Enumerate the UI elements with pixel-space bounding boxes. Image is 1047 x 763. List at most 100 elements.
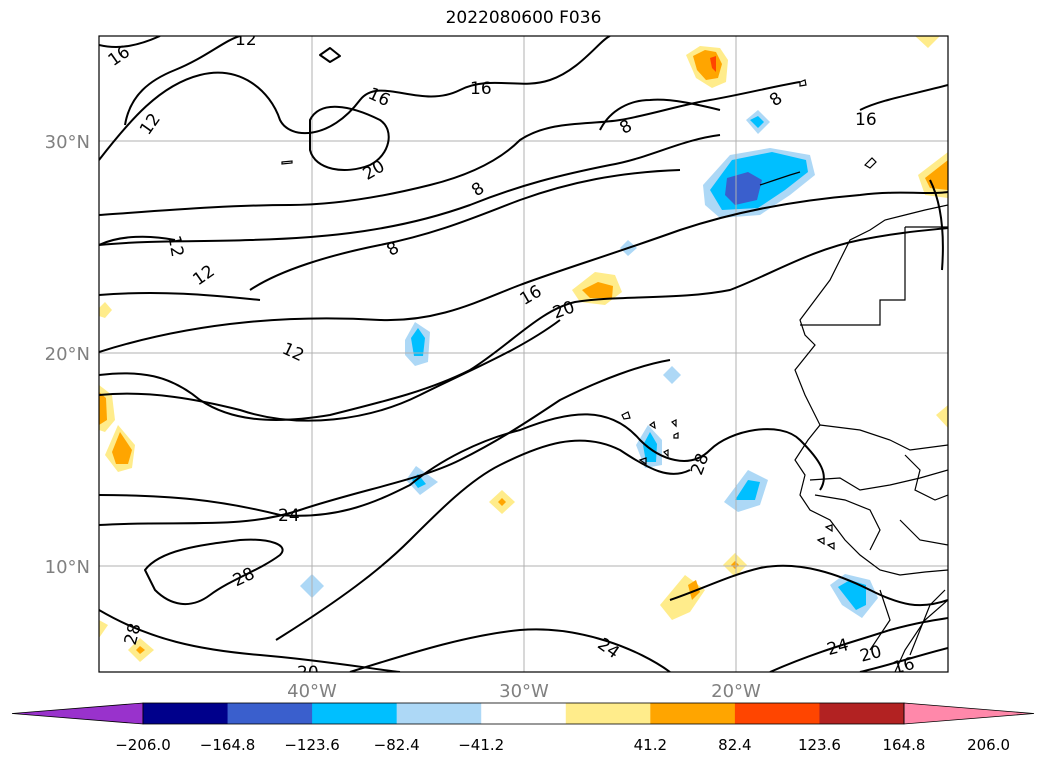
- madeira: [864, 157, 877, 169]
- contour-8-lower: [249, 169, 681, 291]
- border-4: [809, 469, 948, 491]
- contour-lines: [99, 36, 948, 672]
- contour-small-ring: [319, 47, 341, 63]
- colorbar-tick-label: −206.0: [115, 736, 171, 754]
- shade-positive-16: [936, 405, 948, 428]
- border-8: [869, 589, 891, 651]
- contour-12-west: [99, 235, 176, 246]
- africa-coastline: [794, 204, 948, 576]
- coastlines: [281, 79, 948, 672]
- contour-label: 24: [278, 506, 300, 526]
- shade-positive-21: [99, 620, 108, 638]
- contour-24-south: [349, 628, 671, 672]
- cape-verde-islands: [621, 411, 679, 466]
- colorbar-segment: [650, 703, 736, 724]
- map-area: 16 12 12 16 16 20 8 8 8 12 12 8 16 16 20…: [99, 30, 948, 683]
- shade-positive-11: [99, 392, 107, 425]
- shade-positive-15: [498, 498, 506, 506]
- colorbar-tick-label: 206.0: [967, 736, 1010, 754]
- contour-label: 12: [235, 30, 257, 50]
- map-frame: [98, 35, 949, 673]
- colorbar-segments: [11, 702, 1035, 725]
- contour-20-lower: [99, 359, 671, 526]
- colorbar-tick-label: 164.8: [883, 736, 926, 754]
- shade-positive-8: [582, 282, 613, 298]
- contour-24-right: [669, 564, 948, 607]
- contour-label: 16: [891, 654, 917, 679]
- canary-islands: [759, 171, 801, 186]
- gridlines: [99, 36, 948, 672]
- shade-positive-3: [710, 56, 716, 72]
- contour-20-ring: [309, 105, 390, 171]
- colorbar-segment: [143, 703, 229, 724]
- lon-label-40w: 40°W: [287, 681, 337, 702]
- shade-positive-23: [136, 646, 145, 654]
- border-9: [909, 589, 946, 656]
- shade-negative-9: [663, 366, 681, 384]
- colorbar-frame: [142, 702, 905, 725]
- contour-16-right: [859, 647, 948, 672]
- contour-label: 20: [297, 663, 319, 683]
- contour-16-east: [929, 179, 944, 271]
- contour-label: 16: [470, 79, 492, 99]
- shade-positive-9: [99, 302, 112, 318]
- contour-20-middle: [99, 227, 948, 421]
- shade-negative-11: [643, 432, 657, 462]
- colorbar-tick-label: −82.4: [374, 736, 420, 754]
- colorbar-tick-label: 82.4: [718, 736, 751, 754]
- contour-8-upper: [99, 81, 801, 216]
- lat-label-30n: 30°N: [45, 132, 90, 153]
- colorbar: −206.0 −164.8 −123.6 −82.4 −41.2 41.2 82…: [11, 702, 1035, 754]
- colorbar-tick-label: −164.8: [200, 736, 256, 754]
- lat-label-20n: 20°N: [45, 344, 90, 365]
- latitude-labels: 30°N 20°N 10°N: [45, 132, 90, 578]
- shade-negative-8: [411, 328, 425, 356]
- contour-20-right: [769, 617, 948, 672]
- shade-positive-13: [112, 432, 132, 464]
- colorbar-segment: [481, 703, 567, 724]
- contour-16-corner: [99, 36, 161, 48]
- lat-label-10n: 10°N: [45, 557, 90, 578]
- colorbar-segment: [396, 703, 482, 724]
- colorbar-tick-label: −123.6: [284, 736, 340, 754]
- lon-label-20w: 20°W: [711, 681, 761, 702]
- azores-islands: [281, 79, 807, 165]
- border-3: [819, 424, 948, 451]
- contour-28-ring: [144, 538, 284, 606]
- contour-16-middle: [99, 191, 948, 353]
- shade-positive-20: [688, 580, 700, 600]
- bijagos-islands: [816, 524, 835, 551]
- contour-16-lower: [99, 319, 561, 422]
- colorbar-segment: [312, 703, 398, 724]
- shade-negative-5: [750, 116, 764, 128]
- contour-label: 12: [164, 234, 187, 259]
- contour-16-north: [99, 36, 611, 161]
- colorbar-extend-low: [11, 702, 144, 725]
- shade-positive-4: [915, 36, 940, 48]
- contour-12-north: [124, 36, 241, 126]
- contour-12-upper: [99, 134, 721, 246]
- colorbar-tick-label: −41.2: [458, 736, 504, 754]
- shade-negative-3: [725, 172, 762, 205]
- shade-negative-18: [838, 580, 866, 610]
- shade-positive-18: [731, 561, 739, 569]
- contour-8-north: [599, 98, 721, 131]
- shaded-field: [99, 36, 948, 662]
- border-5: [814, 494, 881, 551]
- border-6: [904, 454, 948, 501]
- plot-title: 2022080600 F036: [445, 8, 602, 28]
- contour-28-south: [99, 609, 401, 672]
- colorbar-tick-label: 123.6: [798, 736, 841, 754]
- contour-28-center: [275, 439, 691, 641]
- colorbar-segment: [734, 703, 820, 724]
- colorbar-tick-labels: −206.0 −164.8 −123.6 −82.4 −41.2 41.2 82…: [115, 736, 1010, 754]
- contour-12-left: [99, 291, 261, 301]
- colorbar-extend-high: [903, 702, 1035, 725]
- colorbar-segment: [819, 703, 905, 724]
- shade-negative-13: [735, 480, 760, 500]
- longitude-labels: 40°W 30°W 20°W: [287, 681, 761, 702]
- colorbar-tick-label: 41.2: [634, 736, 667, 754]
- contour-label: 16: [855, 110, 877, 130]
- colorbar-segment: [565, 703, 651, 724]
